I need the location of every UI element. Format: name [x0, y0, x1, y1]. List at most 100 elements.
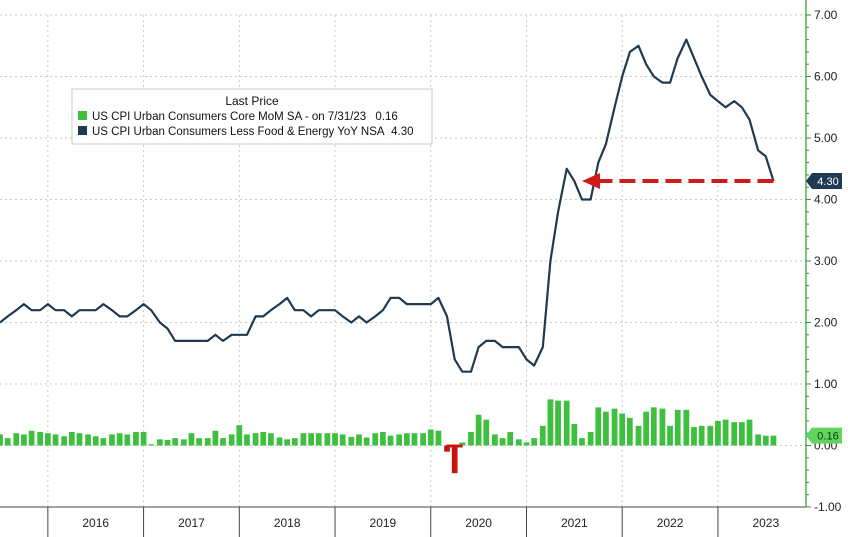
mom-bar [140, 431, 147, 446]
mom-bar [483, 419, 490, 446]
mom-bar [252, 433, 259, 446]
mom-bar [626, 417, 633, 446]
mom-bar [635, 425, 642, 446]
mom-bar [180, 439, 187, 446]
mom-bar [738, 422, 745, 446]
mom-bar [531, 438, 538, 446]
mom-bar [731, 422, 738, 446]
mom-bar [324, 433, 331, 446]
mom-bar [427, 429, 434, 446]
mom-bar [475, 414, 482, 446]
legend-title: Last Price [225, 94, 279, 108]
x-year-label: 2017 [178, 516, 205, 530]
mom-bar [276, 437, 283, 446]
yoy-last-badge-label: 4.30 [817, 176, 838, 188]
arrow-head [582, 173, 601, 190]
mom-bar [387, 435, 394, 446]
mom-bar [308, 433, 314, 446]
mom-bar [403, 433, 410, 446]
mom-last-badge-label: 0.16 [817, 431, 838, 443]
mom-bar [268, 433, 274, 446]
x-year-label: 2021 [561, 516, 588, 530]
mom-bar [499, 438, 506, 446]
mom-bar [579, 438, 585, 446]
legend-label-mom: US CPI Urban Consumers Core MoM SA - on … [92, 111, 398, 123]
mom-bar [44, 433, 51, 446]
mom-bar [722, 419, 729, 446]
mom-bar [380, 431, 386, 446]
mom-bar [28, 430, 35, 446]
mom-bar [228, 434, 235, 446]
mom-bar [707, 425, 714, 446]
mom-bar [459, 442, 466, 446]
mom-bar [109, 434, 115, 446]
legend-value-yoy: 4.30 [391, 126, 413, 138]
y-tick-label: 7.00 [814, 8, 838, 22]
mom-bar [770, 435, 777, 446]
mom-bar [348, 436, 355, 446]
y-tick-label: 1.00 [814, 377, 838, 391]
mom-bar [220, 438, 226, 446]
mom-bar [555, 400, 561, 446]
yoy-line [0, 38, 775, 373]
mom-bar [0, 434, 3, 446]
y-tick-label: 3.00 [814, 254, 838, 268]
x-year-label: 2022 [657, 516, 684, 530]
mom-bar [674, 409, 681, 446]
mom-bar [444, 445, 450, 452]
x-year-label: 2019 [370, 516, 397, 530]
mom-bar [236, 425, 243, 446]
mom-bar [619, 413, 626, 446]
y-tick-label: 6.00 [814, 70, 838, 84]
yoy-line-series [0, 38, 775, 373]
mom-bar [148, 444, 155, 446]
y-axis: 7.006.005.004.003.002.001.000.00-1.00 [805, 0, 842, 514]
legend-swatch-mom [78, 111, 87, 120]
mom-last-badge [806, 427, 842, 444]
mom-bar [300, 433, 307, 446]
mom-bar [507, 431, 514, 446]
mom-bar [746, 419, 753, 446]
mom-bar [650, 407, 657, 446]
mom-bar [116, 433, 123, 446]
x-year-label: 2023 [752, 516, 779, 530]
mom-bar [667, 425, 673, 446]
mom-bar [284, 439, 291, 446]
mom-bar [339, 434, 346, 446]
x-year-label: 2016 [82, 516, 109, 530]
legend-label-yoy-text: US CPI Urban Consumers Less Food & Energ… [92, 126, 385, 138]
mom-bar [52, 434, 59, 446]
mom-bar [595, 407, 602, 446]
mom-bar-cap [446, 444, 463, 448]
mom-bar [603, 411, 609, 446]
mom-bar [659, 408, 666, 446]
mom-bar [523, 442, 530, 446]
last-value-badges: 4.30 0.16 [806, 173, 842, 444]
x-year-label: 2020 [465, 516, 492, 530]
mom-bar [4, 438, 11, 446]
x-axis: 2016 2017 2018 2019 2020 2021 2022 2023 [0, 506, 806, 537]
mom-bar [124, 434, 131, 446]
mom-bar [164, 439, 171, 446]
mom-bar [547, 399, 554, 446]
mom-bar [172, 438, 179, 446]
mom-bar [539, 425, 546, 446]
mom-bar [356, 434, 362, 446]
dashed-arrow-annotation [582, 173, 774, 190]
mom-bar [755, 434, 762, 446]
mom-bar [156, 439, 163, 446]
mom-bar [563, 400, 570, 446]
mom-bar [196, 438, 202, 446]
y-tick-label: 2.00 [814, 316, 838, 330]
mom-bar [291, 438, 298, 446]
mom-bar [68, 431, 75, 446]
mom-bar [571, 423, 578, 446]
mom-bar [411, 433, 418, 446]
mom-bar [451, 445, 458, 474]
legend: Last Price US CPI Urban Consumers Core M… [71, 88, 433, 145]
mom-bar [92, 436, 99, 446]
mom-bar-series [0, 399, 777, 474]
mom-bar [260, 431, 267, 446]
